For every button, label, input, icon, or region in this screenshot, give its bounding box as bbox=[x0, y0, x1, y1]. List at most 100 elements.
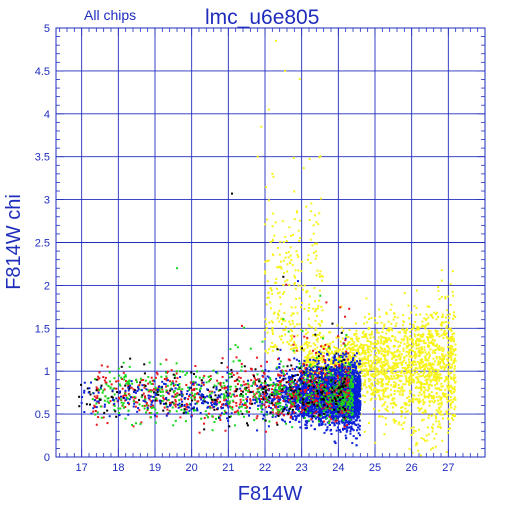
data-point bbox=[431, 430, 434, 433]
data-point bbox=[440, 396, 443, 399]
data-point bbox=[265, 303, 268, 306]
data-point bbox=[441, 355, 444, 358]
data-point bbox=[429, 342, 432, 345]
data-point bbox=[430, 363, 433, 366]
data-point bbox=[418, 409, 421, 412]
data-point bbox=[408, 317, 411, 320]
data-point bbox=[447, 354, 450, 357]
data-point bbox=[444, 354, 447, 357]
data-point bbox=[272, 381, 275, 384]
data-point bbox=[365, 297, 368, 300]
data-point bbox=[441, 315, 444, 318]
data-point bbox=[289, 262, 292, 265]
data-point bbox=[367, 369, 370, 372]
data-point bbox=[373, 360, 376, 363]
data-point bbox=[445, 326, 448, 329]
data-point bbox=[373, 389, 376, 392]
data-point bbox=[315, 338, 318, 341]
data-point bbox=[358, 374, 361, 377]
data-point bbox=[375, 382, 378, 385]
data-point bbox=[418, 352, 421, 355]
data-point bbox=[351, 346, 354, 349]
data-point bbox=[379, 364, 382, 367]
data-point bbox=[322, 370, 325, 373]
data-point bbox=[339, 430, 342, 433]
data-point bbox=[266, 331, 269, 334]
data-point bbox=[352, 400, 355, 403]
data-point bbox=[391, 365, 394, 368]
data-point bbox=[310, 202, 313, 205]
data-point bbox=[264, 223, 267, 226]
data-point bbox=[401, 328, 404, 331]
data-point bbox=[356, 417, 359, 420]
data-point bbox=[403, 342, 406, 345]
data-point bbox=[446, 417, 449, 420]
data-point bbox=[342, 369, 345, 372]
data-point bbox=[408, 355, 411, 358]
data-point bbox=[316, 333, 319, 336]
data-point bbox=[393, 315, 396, 318]
data-point bbox=[305, 332, 308, 335]
data-point bbox=[308, 295, 311, 298]
data-point bbox=[361, 350, 364, 353]
data-point bbox=[431, 400, 434, 403]
data-point bbox=[315, 242, 318, 245]
data-point bbox=[288, 283, 291, 286]
data-point bbox=[343, 355, 346, 358]
data-point bbox=[355, 329, 358, 332]
data-point bbox=[335, 350, 338, 353]
data-point bbox=[430, 391, 433, 394]
data-point bbox=[418, 391, 421, 394]
data-point bbox=[391, 329, 394, 332]
data-point bbox=[357, 426, 360, 429]
data-point bbox=[443, 362, 446, 365]
data-point bbox=[446, 345, 449, 348]
data-point bbox=[443, 368, 446, 371]
data-point bbox=[418, 354, 421, 357]
data-point bbox=[388, 337, 391, 340]
data-point bbox=[349, 343, 352, 346]
data-point bbox=[302, 348, 305, 351]
data-point bbox=[274, 281, 277, 284]
data-point bbox=[373, 357, 376, 360]
data-point bbox=[269, 301, 272, 304]
data-point bbox=[332, 383, 335, 386]
data-point bbox=[328, 375, 331, 378]
data-point bbox=[418, 350, 421, 353]
data-point bbox=[405, 350, 408, 353]
data-point bbox=[368, 364, 371, 367]
data-point bbox=[424, 411, 427, 414]
data-point bbox=[424, 354, 427, 357]
data-point bbox=[312, 358, 315, 361]
data-point bbox=[419, 381, 422, 384]
data-point bbox=[357, 350, 360, 353]
data-point bbox=[366, 358, 369, 361]
data-point bbox=[439, 365, 442, 368]
data-point bbox=[447, 358, 450, 361]
data-point bbox=[447, 371, 450, 374]
data-point bbox=[401, 360, 404, 363]
data-point bbox=[454, 415, 457, 418]
data-point bbox=[279, 265, 282, 268]
data-point bbox=[440, 346, 443, 349]
data-point bbox=[409, 335, 412, 338]
data-point bbox=[361, 352, 364, 355]
data-point bbox=[299, 236, 302, 239]
data-point bbox=[445, 335, 448, 338]
data-point bbox=[307, 317, 310, 320]
data-point bbox=[366, 339, 369, 342]
data-point bbox=[446, 398, 449, 401]
data-point bbox=[304, 382, 307, 385]
data-point bbox=[230, 412, 233, 415]
data-point bbox=[380, 352, 383, 355]
data-point bbox=[430, 367, 433, 370]
data-point bbox=[376, 339, 379, 342]
data-point bbox=[277, 398, 280, 401]
data-point bbox=[303, 368, 306, 371]
data-point bbox=[305, 424, 308, 427]
data-point bbox=[438, 411, 441, 414]
data-point bbox=[349, 359, 352, 362]
data-point bbox=[273, 311, 276, 314]
data-point bbox=[302, 385, 305, 388]
data-point bbox=[382, 391, 385, 394]
